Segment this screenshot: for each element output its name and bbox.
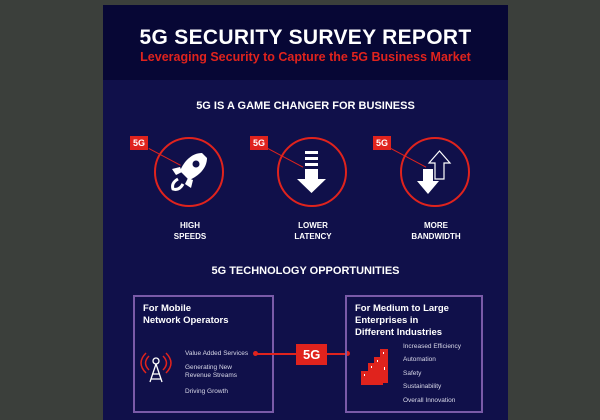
list-item: Overall Innovation	[403, 397, 456, 404]
report-title: 5G SECURITY SURVEY REPORT	[139, 26, 472, 49]
infographic-page: 5G SECURITY SURVEY REPORT Leveraging Sec…	[103, 5, 508, 420]
feature-circle-latency	[277, 137, 347, 207]
down-arrow-icon	[297, 151, 326, 193]
feature-label-speed: HIGH SPEEDS	[173, 221, 207, 241]
feature-label-bandwidth: MORE BANDWIDTH	[411, 221, 461, 241]
5g-center-badge: 5G	[296, 344, 328, 365]
5g-badge: 5G	[373, 136, 392, 150]
box-heading: For Medium to Large Enterprises in Differe…	[355, 303, 449, 338]
list-item: Driving Growth	[185, 388, 228, 395]
list-item: Increased Efficiency	[403, 343, 462, 350]
box-heading: For Mobile Network Operators	[143, 303, 229, 326]
feature-label-latency: LOWER LATENCY	[294, 221, 332, 241]
up-down-arrows-icon	[417, 150, 452, 194]
connector-line	[255, 353, 297, 355]
cell-tower-icon	[140, 352, 172, 383]
enterprises-box: For Medium to Large Enterprises in Differe…	[345, 295, 483, 413]
5g-badge: 5G	[130, 136, 149, 150]
section-title-opportunities: 5G TECHNOLOGY OPPORTUNITIES	[211, 265, 400, 277]
connector-line	[327, 353, 349, 355]
header: 5G SECURITY SURVEY REPORT Leveraging Sec…	[103, 5, 508, 80]
5g-badge: 5G	[250, 136, 269, 150]
buildings-icon	[361, 349, 388, 385]
list-item: Sustainability	[403, 383, 442, 390]
list-item: Safety	[403, 370, 422, 377]
section-title-game-changer: 5G IS A GAME CHANGER FOR BUSINESS	[196, 100, 415, 112]
feature-circle-speed	[154, 137, 224, 207]
rocket-icon	[171, 153, 207, 191]
list-item: Generating New	[185, 364, 232, 371]
list-item: Revenue Streams	[185, 372, 238, 379]
connector-dot	[345, 351, 350, 356]
list-item: Value Added Services	[185, 350, 249, 357]
report-subtitle: Leveraging Security to Capture the 5G Bu…	[140, 50, 471, 64]
list-item: Automation	[403, 356, 436, 363]
feature-circle-bandwidth	[400, 137, 470, 207]
